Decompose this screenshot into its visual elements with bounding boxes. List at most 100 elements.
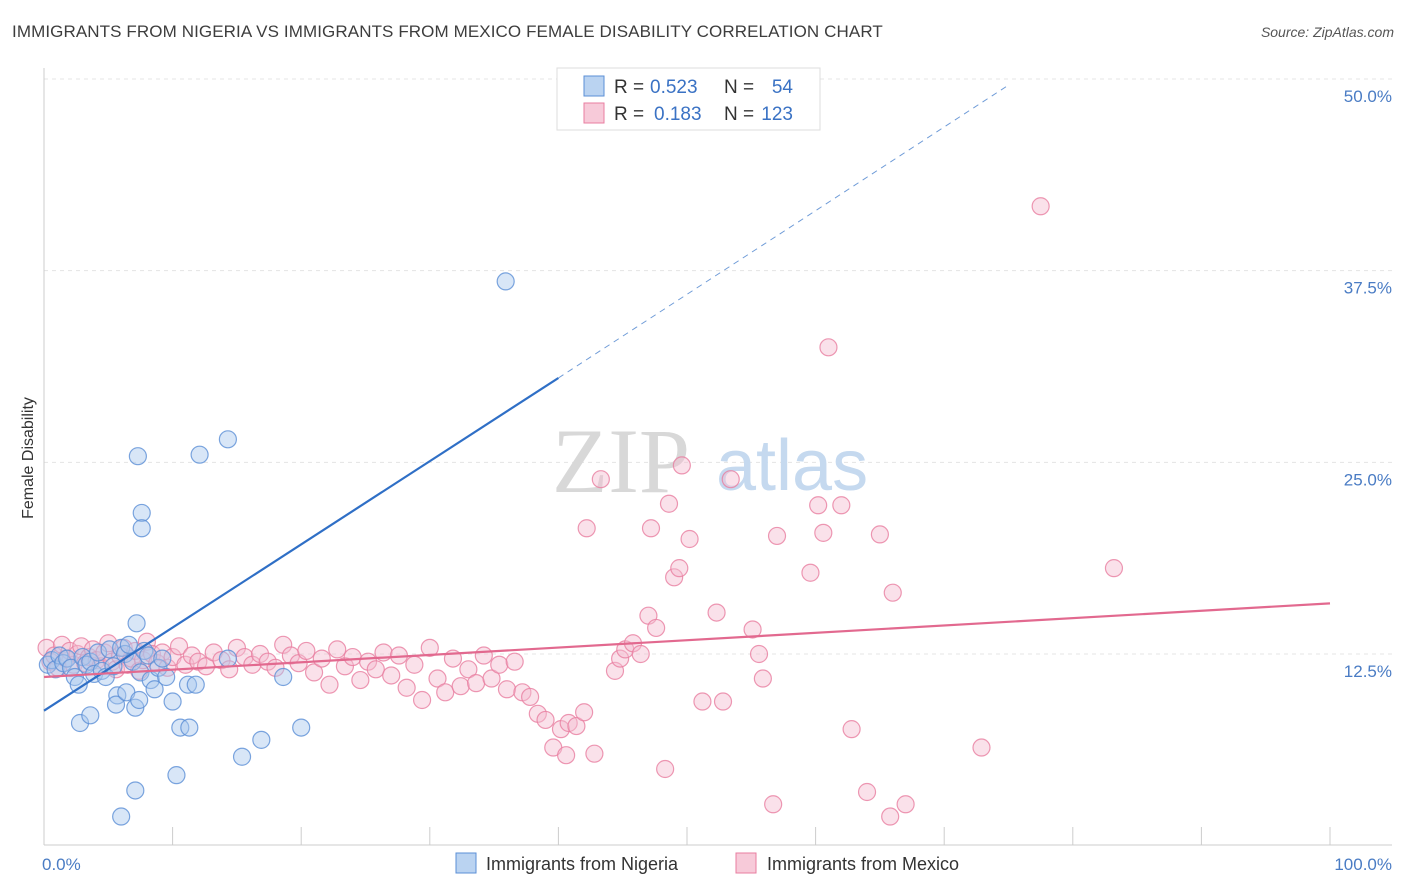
scatter-point [397, 678, 416, 697]
scatter-point [896, 795, 915, 814]
scatter-point [420, 638, 439, 657]
bottom-legend-swatch-mexico [735, 852, 757, 874]
scatter-point [132, 503, 151, 523]
scatter-point [139, 646, 158, 665]
scatter-point [130, 690, 149, 710]
scatter-point [163, 692, 182, 711]
legend-n-mexico: 123 [761, 104, 793, 125]
scatter-point [128, 447, 147, 466]
scatter-point [466, 674, 486, 693]
scatter-point [335, 657, 355, 676]
scatter-point [659, 494, 679, 513]
scatter-point [749, 644, 769, 664]
legend-r-label-nigeria: R = [614, 77, 644, 98]
scatter-point [132, 519, 151, 538]
scatter-point [320, 675, 339, 694]
chart-title: IMMIGRANTS FROM NIGERIA VS IMMIGRANTS FR… [12, 22, 883, 41]
scatter-point [591, 470, 610, 489]
scatter-point [88, 643, 108, 662]
bottom-legend-mexico: Immigrants from Mexico [767, 854, 959, 874]
legend-swatch-mexico [583, 102, 605, 124]
scatter-point [672, 456, 691, 475]
legend-n-nigeria: 54 [772, 77, 794, 98]
scatter-point [343, 647, 362, 667]
scatter-point [212, 651, 231, 670]
watermark-atlas: atlas [716, 426, 868, 506]
scatter-point [167, 766, 186, 785]
scatter-point [577, 519, 596, 538]
trend-lines [43, 84, 1331, 712]
scatter-point [232, 747, 252, 766]
scatter-point [764, 795, 783, 814]
scatter-point [631, 644, 650, 664]
y-axis-label: Female Disability [20, 397, 37, 519]
scatter-point [496, 272, 515, 291]
x-tick-min: 0.0% [42, 855, 81, 874]
y-tick-label: 25.0% [1344, 470, 1392, 489]
scatter-point [95, 643, 114, 662]
scatter-point [641, 519, 661, 538]
scatter-point [436, 683, 455, 702]
scatter-point [819, 338, 838, 357]
scatter-point [680, 529, 699, 549]
correlation-legend: R = 0.523 N = 54 R = 0.183 N = 123 [556, 67, 821, 131]
scatter-point [490, 655, 509, 674]
scatter-point [505, 652, 524, 671]
scatter-point [252, 730, 271, 749]
y-tick-label: 37.5% [1344, 279, 1392, 298]
legend-r-nigeria: 0.523 [650, 77, 698, 98]
scatter-point [611, 649, 630, 668]
scatter-point [274, 667, 293, 687]
scatter-point [180, 718, 199, 737]
y-tick-label: 50.0% [1344, 87, 1392, 106]
scatter-point [70, 713, 90, 733]
scatter-point [412, 690, 432, 710]
scatter-point [721, 470, 740, 489]
scatter-point [567, 716, 586, 736]
scatter-point [106, 695, 126, 714]
scatter-point [459, 660, 478, 679]
scatter-point [801, 563, 820, 582]
scatter-point [451, 677, 470, 696]
trend-line-nigeria-extension [558, 84, 1009, 379]
scatter-point [842, 720, 861, 739]
scatter-point [304, 663, 324, 682]
chart-source: Source: ZipAtlas.com [1260, 24, 1394, 40]
scatter-point [753, 669, 772, 688]
scatter-point [190, 445, 209, 464]
trend-line-nigeria [43, 377, 559, 712]
scatter-point [809, 496, 828, 515]
scatter-point [743, 620, 762, 639]
scatter-point [585, 744, 604, 763]
scatter-point [250, 644, 270, 664]
scatter-point [883, 583, 902, 602]
scatter-point [145, 680, 164, 699]
scatter-point [153, 649, 172, 668]
scatter-point [575, 703, 594, 722]
scatter-point [870, 525, 890, 544]
scatter-point [474, 646, 493, 665]
legend-swatch-nigeria [583, 75, 605, 97]
scatter-point [312, 649, 331, 668]
scatter-point [112, 807, 131, 826]
legend-r-label-mexico: R = [614, 104, 644, 125]
y-tick-labels: 12.5% 25.0% 37.5% 50.0% [1344, 87, 1392, 681]
gridlines [44, 78, 1392, 655]
scatter-point [656, 759, 675, 779]
scatter-point [366, 660, 385, 679]
scatter-point [186, 675, 205, 694]
axes [43, 68, 1392, 846]
scatter-point [127, 614, 146, 633]
x-tick-labels: 0.0% 100.0% [42, 855, 1392, 874]
trend-line-mexico [43, 602, 1331, 679]
scatter-point [149, 658, 168, 677]
scatter-point [178, 675, 198, 694]
bottom-legend-swatch-nigeria [455, 852, 477, 874]
scatter-point [81, 706, 100, 725]
scatter-point [665, 568, 684, 587]
scatter-point [126, 781, 145, 800]
scatter-point [814, 523, 833, 542]
scatter-point [670, 559, 689, 578]
scatter-point [693, 692, 712, 711]
scatter-point [521, 687, 540, 707]
